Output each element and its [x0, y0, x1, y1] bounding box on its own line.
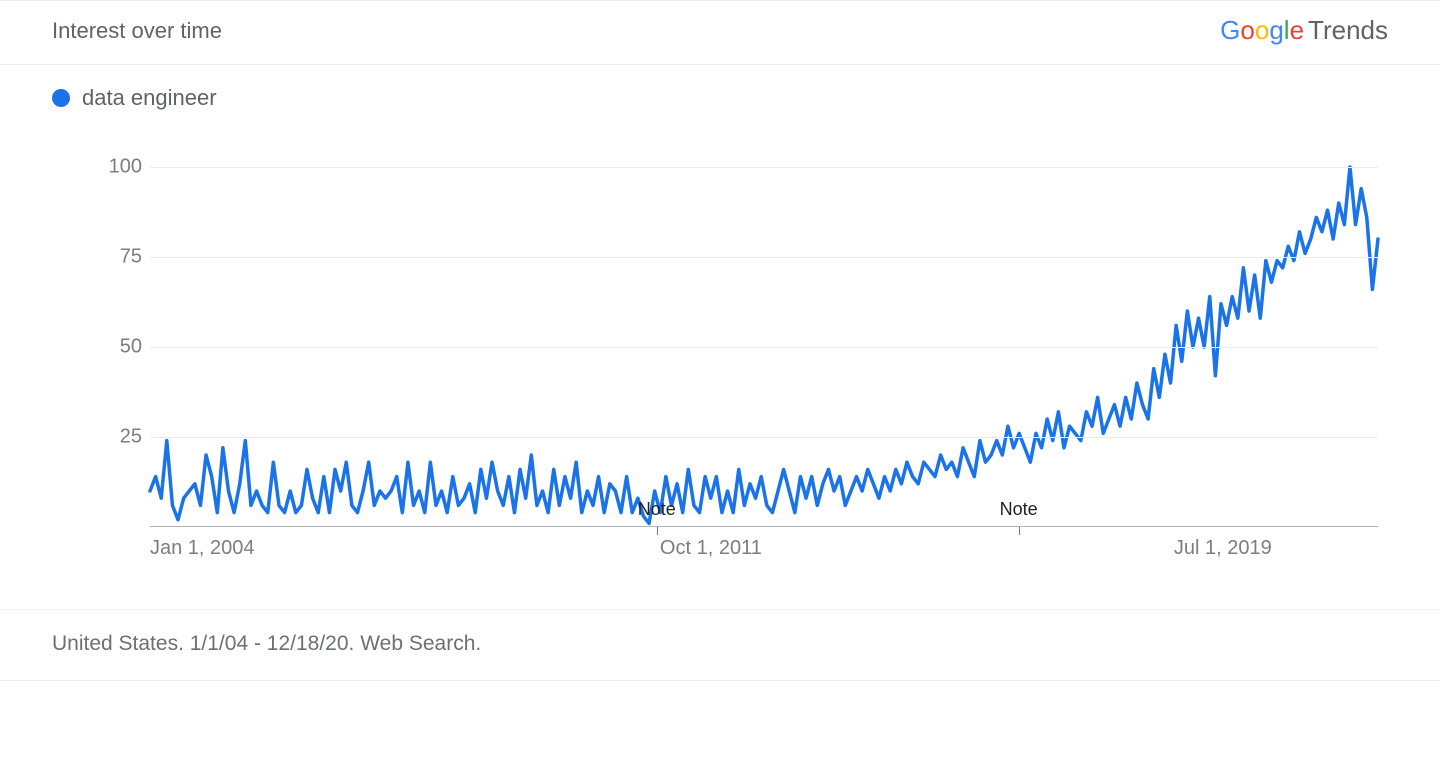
- x-tick-label: Oct 1, 2011: [660, 537, 762, 560]
- legend-dot-icon: [52, 89, 70, 107]
- trends-card: Interest over time Google Trends data en…: [0, 0, 1440, 681]
- note-tick: [1019, 527, 1020, 535]
- logo-letter: G: [1220, 15, 1240, 46]
- note-label: Note: [638, 499, 676, 520]
- google-trends-logo: Google Trends: [1220, 15, 1388, 46]
- y-tick-label: 25: [52, 426, 142, 449]
- logo-letter: e: [1290, 15, 1304, 46]
- x-tick-label: Jan 1, 2004: [150, 537, 255, 560]
- x-tick-label: Jul 1, 2019: [1174, 537, 1272, 560]
- card-title: Interest over time: [52, 18, 222, 44]
- plot-area: Note Note: [150, 167, 1378, 527]
- chart: 255075100 NoteNote Jan 1, 2004Oct 1, 201…: [52, 167, 1388, 607]
- y-tick-label: 75: [52, 246, 142, 269]
- footer-text: United States. 1/1/04 - 12/18/20. Web Se…: [0, 609, 1440, 680]
- logo-letter: o: [1255, 15, 1269, 46]
- gridline: [150, 347, 1378, 348]
- note-tick: [657, 527, 658, 535]
- gridline: [150, 257, 1378, 258]
- y-axis-labels: 255075100: [52, 167, 142, 527]
- note-label: Note: [1000, 499, 1038, 520]
- x-axis-labels: Jan 1, 2004 Oct 1, 2011 Jul 1, 2019: [150, 537, 1378, 567]
- legend: data engineer: [0, 65, 1440, 117]
- logo-trends-word: Trends: [1308, 15, 1388, 46]
- gridline: [150, 437, 1378, 438]
- series-path: [150, 167, 1378, 523]
- y-tick-label: 50: [52, 336, 142, 359]
- logo-letter: o: [1240, 15, 1254, 46]
- gridline: [150, 167, 1378, 168]
- card-header: Interest over time Google Trends: [0, 1, 1440, 65]
- logo-letter: g: [1269, 15, 1283, 46]
- y-tick-label: 100: [52, 156, 142, 179]
- legend-label: data engineer: [82, 85, 217, 111]
